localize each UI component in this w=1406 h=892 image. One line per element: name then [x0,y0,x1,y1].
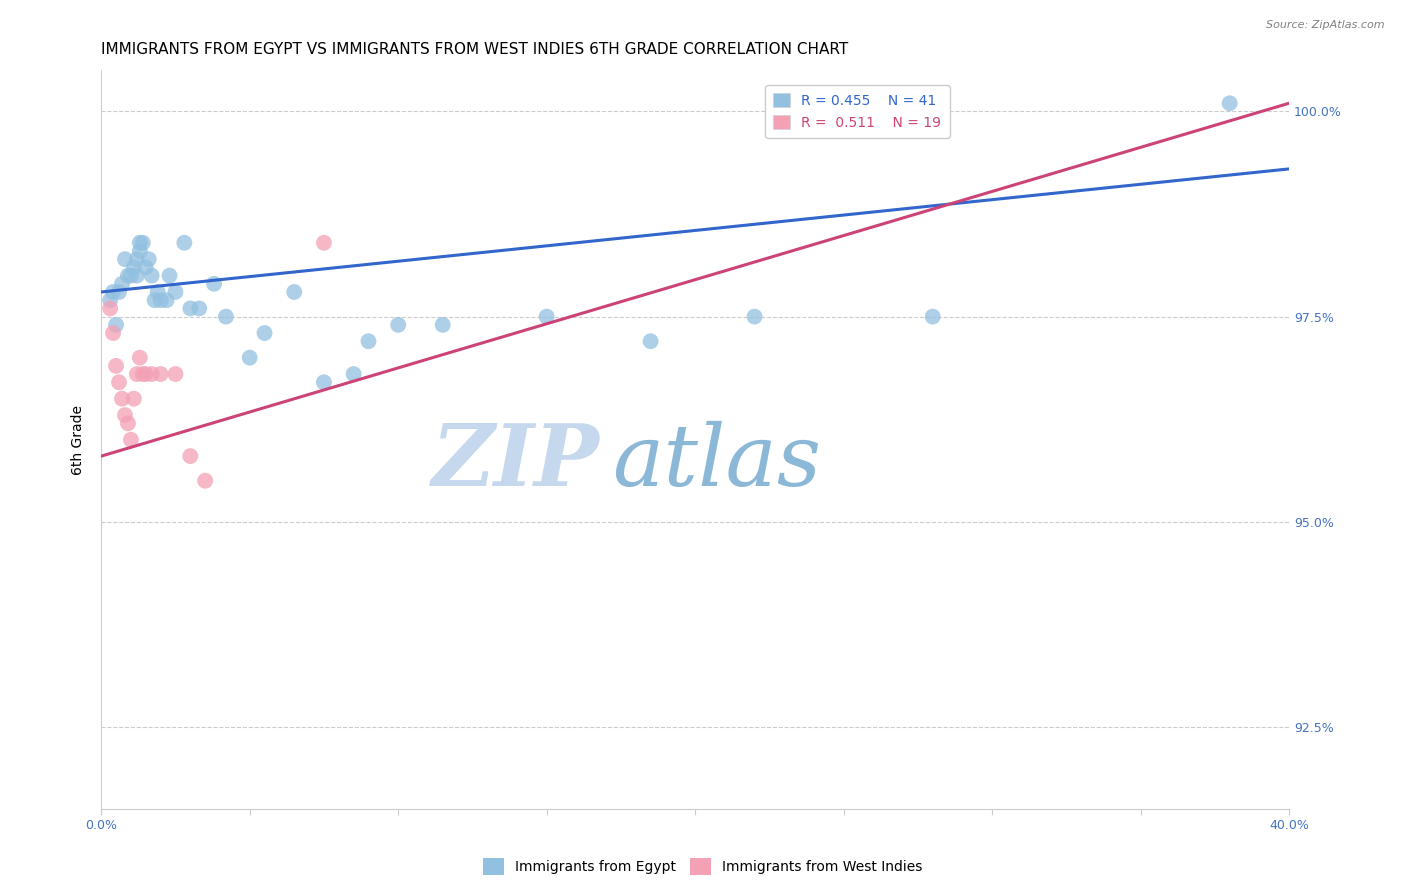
Point [640,334,662,349]
Point [117,268,139,283]
Point [125,252,148,267]
Point [125,367,148,381]
Point [111,392,134,406]
Point [135,367,157,381]
Text: IMMIGRANTS FROM EGYPT VS IMMIGRANTS FROM WEST INDIES 6TH GRADE CORRELATION CHART: IMMIGRANTS FROM EGYPT VS IMMIGRANTS FROM… [101,42,848,57]
Point [1219,96,1241,111]
Point [117,417,139,431]
Point [120,433,142,447]
Point [357,334,380,349]
Point [387,318,409,332]
Point [108,376,131,390]
Point [128,244,150,258]
Point [173,235,195,250]
Point [120,268,142,283]
Text: atlas: atlas [612,420,821,503]
Point [114,252,136,267]
Point [98,301,121,316]
Point [141,367,163,381]
Point [114,408,136,422]
Point [194,474,217,488]
Point [343,367,366,381]
Point [215,310,238,324]
Point [143,293,166,308]
Point [138,252,160,267]
Point [111,277,134,291]
Point [108,285,131,299]
Point [202,277,225,291]
Text: Source: ZipAtlas.com: Source: ZipAtlas.com [1267,20,1385,29]
Point [149,293,172,308]
Point [98,293,121,308]
Point [179,301,201,316]
Point [146,285,169,299]
Point [122,260,145,275]
Point [101,285,124,299]
Point [101,326,124,340]
Point [432,318,454,332]
Point [283,285,305,299]
Point [149,367,172,381]
Point [122,392,145,406]
Point [132,367,155,381]
Point [744,310,766,324]
Text: ZIP: ZIP [432,420,600,504]
Point [105,318,128,332]
Point [125,268,148,283]
Point [128,351,150,365]
Point [135,260,157,275]
Point [253,326,276,340]
Point [141,268,163,283]
Point [128,235,150,250]
Y-axis label: 6th Grade: 6th Grade [72,405,86,475]
Point [188,301,211,316]
Point [179,449,201,463]
Point [921,310,943,324]
Point [312,376,335,390]
Point [165,285,187,299]
Point [536,310,558,324]
Point [165,367,187,381]
Point [239,351,262,365]
Point [105,359,128,373]
Legend: Immigrants from Egypt, Immigrants from West Indies: Immigrants from Egypt, Immigrants from W… [478,853,928,880]
Point [155,293,177,308]
Point [159,268,181,283]
Point [132,235,155,250]
Point [312,235,335,250]
Legend: R = 0.455    N = 41, R =  0.511    N = 19: R = 0.455 N = 41, R = 0.511 N = 19 [765,85,949,138]
